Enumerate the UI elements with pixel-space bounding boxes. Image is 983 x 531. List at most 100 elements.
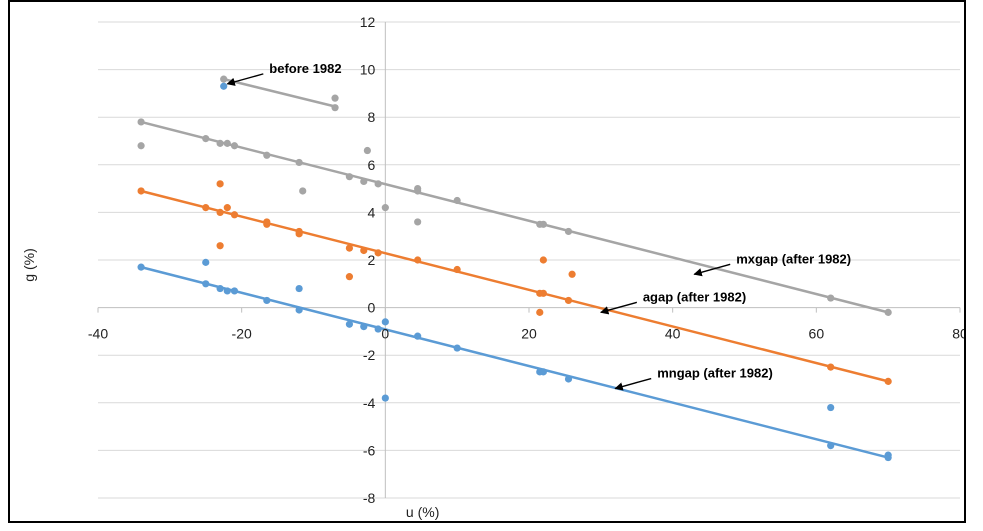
data-point	[345, 273, 354, 281]
data-point	[827, 403, 835, 412]
trendline	[140, 189, 889, 383]
data-point	[345, 320, 354, 328]
data-point	[331, 94, 339, 102]
data-point	[295, 227, 303, 236]
data-point	[414, 185, 422, 193]
y-tick-label: 4	[368, 204, 376, 220]
data-point	[884, 451, 892, 459]
data-point	[536, 308, 544, 316]
data-point	[453, 265, 461, 274]
annotation-label: agap (after 1982)	[643, 289, 746, 304]
axes	[97, 22, 961, 498]
data-point	[137, 187, 145, 195]
data-point	[331, 104, 339, 112]
annotation-label: mngap (after 1982)	[657, 366, 773, 381]
data-point	[216, 180, 224, 188]
data-point	[381, 318, 389, 326]
annotation-label: before 1982	[269, 61, 341, 76]
y-tick-label: 2	[368, 252, 376, 268]
data-points	[137, 75, 892, 462]
data-point	[216, 139, 224, 147]
x-tick-label: 60	[809, 326, 825, 342]
trendline	[140, 265, 889, 459]
data-point	[216, 208, 224, 216]
annotation-arrow	[614, 377, 652, 391]
y-tick-label: 0	[368, 300, 376, 316]
y-tick-label: -6	[363, 442, 376, 458]
data-point	[202, 280, 210, 288]
data-point	[202, 135, 210, 143]
data-point	[295, 284, 303, 293]
data-point	[299, 187, 307, 195]
data-point	[884, 308, 892, 316]
data-point	[230, 211, 239, 219]
data-point	[414, 332, 422, 340]
data-point	[568, 270, 576, 278]
y-tick-label: -2	[363, 347, 376, 363]
x-tick-label: 80	[952, 326, 964, 342]
data-point	[564, 296, 573, 305]
data-point	[230, 287, 239, 295]
data-point	[414, 256, 422, 264]
y-tick-label: -4	[363, 395, 376, 411]
data-point	[137, 263, 145, 271]
data-point	[220, 75, 228, 83]
data-point	[263, 151, 271, 159]
data-point	[360, 246, 368, 255]
trendline	[223, 77, 336, 108]
data-point	[539, 256, 547, 264]
x-tick-label: -40	[88, 326, 108, 342]
data-point	[223, 287, 231, 295]
data-point	[827, 294, 835, 302]
data-point	[360, 323, 368, 331]
y-tick-label: 6	[368, 157, 376, 173]
data-point	[564, 227, 573, 236]
data-point	[295, 158, 303, 167]
data-point	[453, 344, 461, 352]
data-point	[360, 177, 368, 186]
data-point	[564, 375, 573, 383]
data-point	[374, 325, 382, 333]
x-tick-label: 0	[381, 326, 389, 342]
y-tick-label: 10	[360, 62, 376, 78]
data-point	[414, 218, 422, 226]
x-axis-title: u (%)	[406, 504, 439, 520]
y-tick-label: 8	[368, 109, 376, 125]
annotation-label: mxgap (after 1982)	[736, 251, 851, 266]
data-point	[363, 146, 371, 155]
data-point	[884, 377, 892, 385]
data-point	[202, 258, 210, 266]
trendline	[140, 120, 889, 314]
data-point	[453, 196, 461, 205]
data-point	[223, 204, 231, 212]
data-point	[263, 218, 271, 226]
data-point	[137, 142, 145, 150]
annotation-arrow	[600, 301, 638, 315]
data-point	[295, 306, 303, 314]
x-tick-label: 20	[521, 326, 537, 342]
y-axis-title: g (%)	[21, 248, 37, 281]
data-point	[263, 296, 271, 305]
y-tick-label: 12	[360, 14, 376, 30]
data-point	[539, 368, 547, 376]
annotation-arrow	[693, 263, 731, 277]
data-point	[202, 204, 210, 212]
data-point	[827, 363, 835, 371]
data-point	[539, 289, 547, 297]
data-point	[220, 82, 228, 90]
gridlines	[98, 21, 960, 499]
data-point	[345, 244, 354, 252]
data-point	[216, 242, 224, 250]
chart-frame: -8 -6 -4 -2 0 2 4 6 8 10 12 -40 -20 0 20 40 60 80 before …	[8, 0, 966, 523]
annotations: before 1982 mxgap (after 1982) agap (after…	[226, 61, 851, 391]
x-tick-label: 40	[665, 326, 681, 342]
data-point	[230, 142, 239, 150]
x-tick-label: -20	[232, 326, 252, 342]
data-point	[374, 180, 382, 188]
data-point	[216, 284, 224, 293]
annotation-arrow	[226, 73, 264, 86]
data-point	[137, 118, 145, 126]
y-tick-label: -8	[363, 490, 376, 506]
